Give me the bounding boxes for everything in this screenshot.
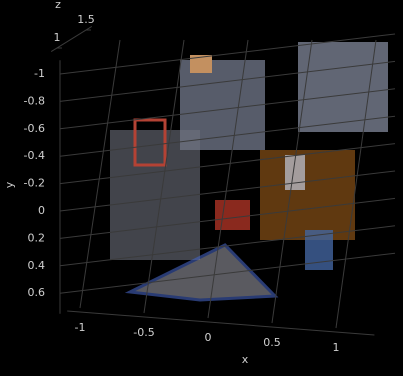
y-tick-label: -0.6 xyxy=(24,122,45,135)
y-tick-label: 0.6 xyxy=(28,286,46,299)
y-tick-label: -1 xyxy=(34,67,45,80)
points xyxy=(285,155,305,190)
x-axis-label: x xyxy=(242,353,249,366)
grid-line xyxy=(79,39,121,309)
y-tick-label: 0.2 xyxy=(28,231,46,244)
points xyxy=(260,150,355,240)
points xyxy=(190,55,212,73)
x-tick-label: -1 xyxy=(75,321,86,334)
grid-line xyxy=(207,39,249,319)
grid-line xyxy=(335,39,377,329)
y-tick-label: 0.4 xyxy=(28,259,46,272)
y-tick-label: -0.2 xyxy=(24,177,45,190)
points xyxy=(124,243,279,302)
point-cloud xyxy=(110,42,388,302)
grid-line xyxy=(59,225,396,267)
x-tick-label: 0.5 xyxy=(263,336,281,349)
grid-line xyxy=(59,197,396,239)
grid-line xyxy=(271,39,313,324)
grid-line xyxy=(59,143,396,185)
y-axis-label: y xyxy=(3,181,16,188)
y-tick-label: -0.4 xyxy=(24,149,45,162)
grid-line xyxy=(59,252,396,294)
y-tick-label: 0 xyxy=(38,204,45,217)
x-tick-label: -0.5 xyxy=(133,326,154,339)
grid-line xyxy=(59,170,396,212)
grid-line xyxy=(143,39,185,314)
points xyxy=(215,200,250,230)
axis-line xyxy=(50,25,93,53)
grid-line xyxy=(59,88,396,130)
axis-line xyxy=(67,310,375,336)
z-axis-label: z xyxy=(55,0,61,11)
x-tick-label: 1 xyxy=(333,341,340,354)
points xyxy=(133,118,167,167)
z-tick-label: 1 xyxy=(54,31,61,44)
z-tick-label: 1.5 xyxy=(77,13,95,26)
x-tick-label: 0 xyxy=(205,331,212,344)
points xyxy=(298,42,388,132)
y-tick-label: -0.8 xyxy=(24,94,45,107)
grid-line xyxy=(59,115,396,157)
grid-line xyxy=(59,60,396,102)
